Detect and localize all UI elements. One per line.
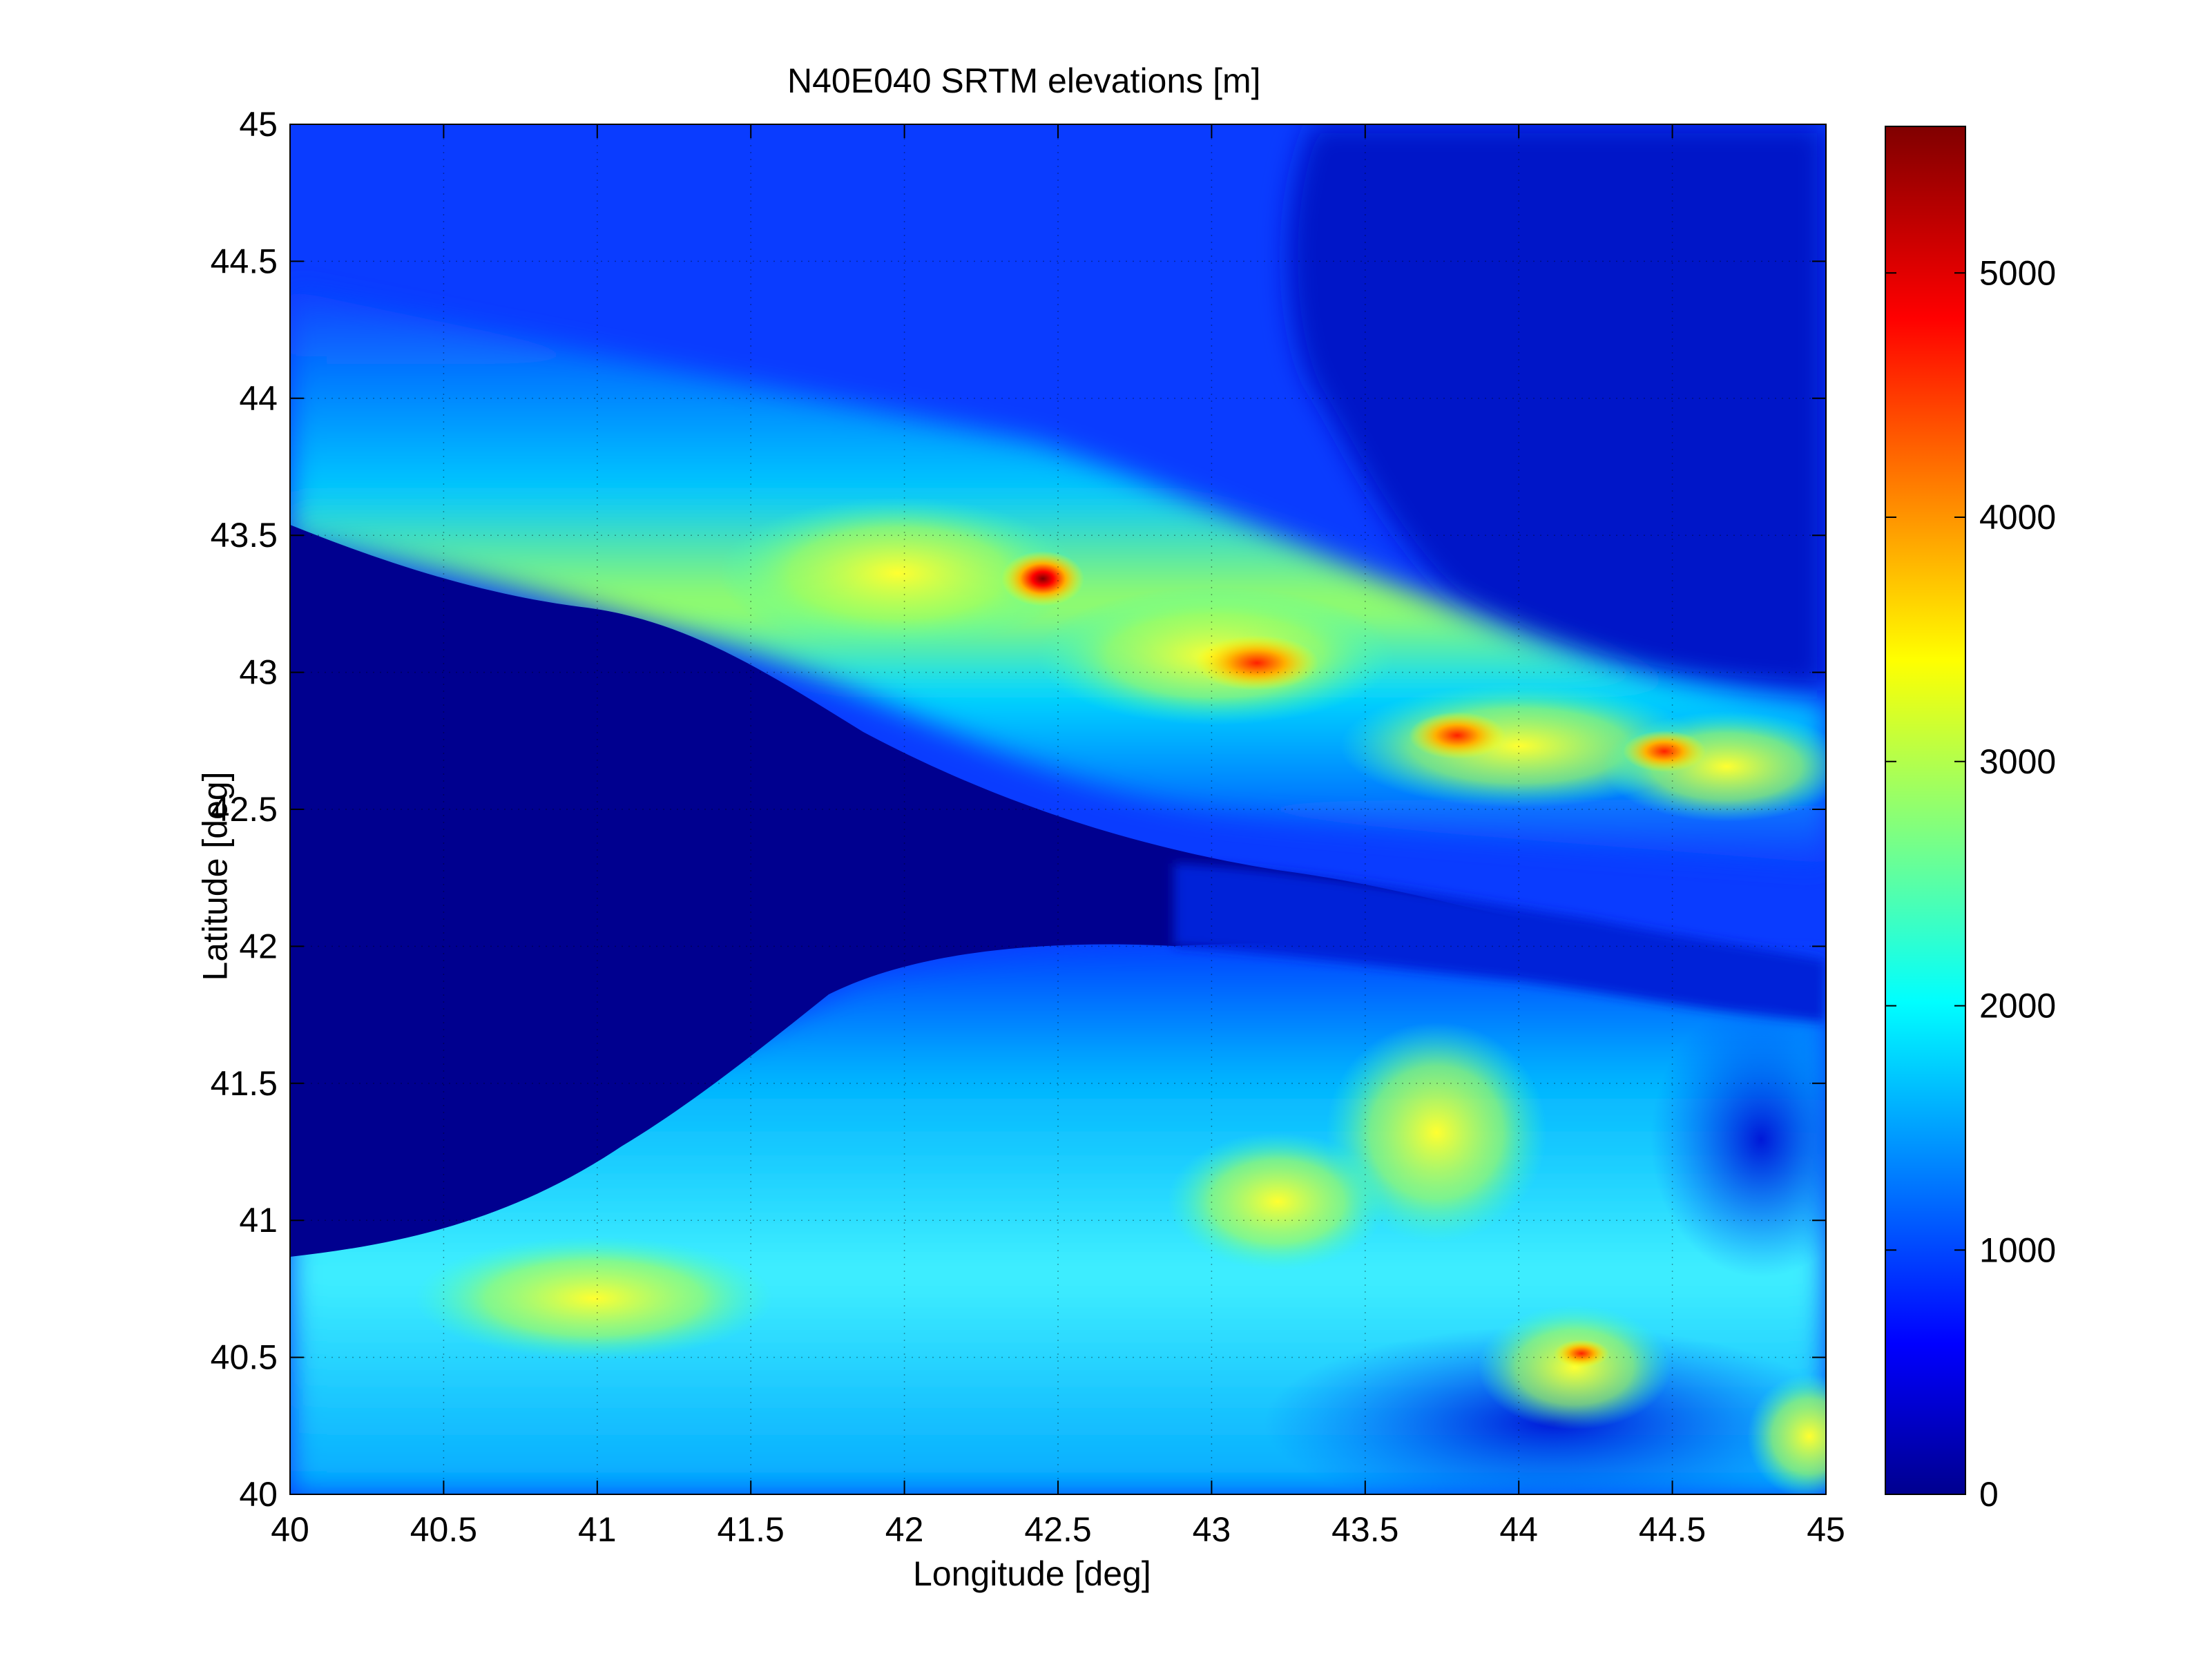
y-tick-label: 45	[239, 105, 278, 144]
y-tick-label: 41	[239, 1201, 278, 1240]
x-tick-label: 42	[885, 1510, 924, 1549]
x-tick-label: 44.5	[1639, 1510, 1706, 1549]
y-tick-label: 40	[239, 1475, 278, 1514]
colorbar-tick-label: 4000	[1979, 498, 2056, 537]
x-tick-label: 40	[271, 1510, 309, 1549]
colorbar-tick-label: 5000	[1979, 253, 2056, 292]
colorbar-frame	[1885, 126, 1966, 1495]
y-axis: 40 40.5 41 41.5 42 42.5 43 43.5 44 44.5 45	[211, 105, 1826, 1514]
colorbar: 0 1000 2000 3000 4000 5000	[1885, 126, 2056, 1514]
x-tick-label: 41.5	[718, 1510, 785, 1549]
x-axis: 40 40.5 41 41.5 42 42.5 43 43.5 44 44.5 45	[271, 124, 1845, 1549]
y-tick-label: 42.5	[211, 790, 278, 829]
colorbar-tick-label: 3000	[1979, 742, 2056, 781]
colorbar-ticks: 0 1000 2000 3000 4000 5000	[1885, 253, 2056, 1514]
colorbar-tick-label: 0	[1979, 1475, 1999, 1514]
x-tick-label: 44	[1499, 1510, 1538, 1549]
y-tick-label: 44	[239, 379, 278, 418]
x-tick-label: 45	[1807, 1510, 1845, 1549]
colorbar-tick-label: 1000	[1979, 1231, 2056, 1269]
elevation-heatmap	[290, 124, 1826, 1494]
y-tick-label: 43.5	[211, 516, 278, 555]
colorbar-tick-label: 2000	[1979, 987, 2056, 1025]
colorbar-gradient	[1885, 126, 1965, 1494]
chart-title: N40E040 SRTM elevations [m]	[787, 61, 1261, 100]
x-axis-label: Longitude [deg]	[913, 1554, 1151, 1593]
y-tick-label: 41.5	[211, 1064, 278, 1103]
y-tick-label: 44.5	[211, 242, 278, 280]
x-tick-label: 42.5	[1024, 1510, 1091, 1549]
x-tick-label: 40.5	[410, 1510, 477, 1549]
y-tick-label: 40.5	[211, 1338, 278, 1377]
x-tick-label: 43.5	[1331, 1510, 1398, 1549]
x-tick-label: 41	[578, 1510, 617, 1549]
y-axis-label: Latitude [deg]	[195, 771, 235, 981]
x-tick-label: 43	[1193, 1510, 1231, 1549]
y-tick-label: 43	[239, 653, 278, 692]
y-tick-label: 42	[239, 927, 278, 965]
